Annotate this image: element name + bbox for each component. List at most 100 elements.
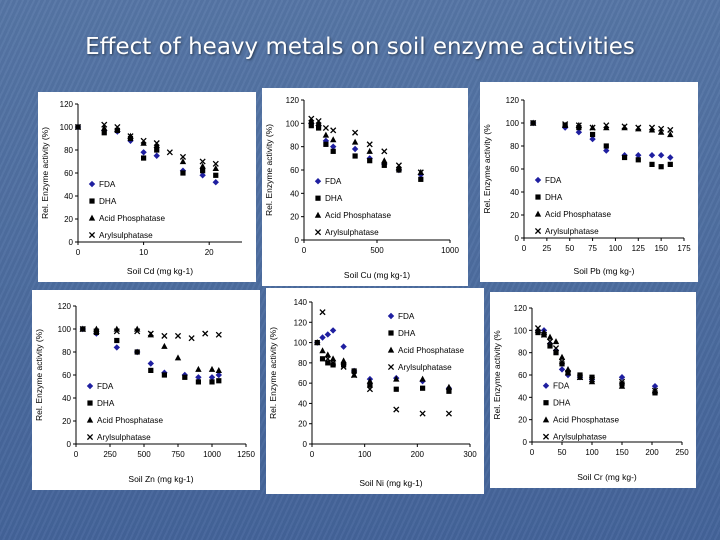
legend: FDA DHA Acid Phosphatase Arylsulphatase: [314, 177, 391, 237]
data-point: [212, 179, 219, 186]
data-point: [530, 119, 537, 127]
data-point: [314, 339, 321, 346]
y-tick-label: 80: [290, 143, 299, 152]
data-point: [667, 154, 674, 161]
y-tick-label: 60: [510, 165, 519, 174]
legend-marker-triangle: [88, 214, 96, 221]
data-point: [558, 366, 566, 373]
y-tick-label: 20: [290, 213, 299, 222]
legend-marker-x: [314, 229, 322, 236]
legend-marker-triangle: [534, 210, 542, 217]
y-tick-label: 0: [69, 238, 74, 247]
chart-panel-cd: 0 20 40 60 80 100 120 0 10 20 Soil Cd (mg kg-1) Rel…: [38, 92, 256, 282]
data-point: [589, 131, 596, 138]
y-tick-label: 40: [510, 188, 519, 197]
data-point: [215, 331, 222, 338]
y-tick-label: 120: [294, 318, 308, 327]
data-point: [540, 331, 548, 338]
data-point: [575, 122, 582, 129]
legend-marker-triangle: [86, 416, 94, 423]
data-point: [547, 343, 553, 349]
data-point: [657, 152, 665, 159]
series-fda: [529, 119, 674, 161]
legend: FDA DHA Acid Phosphatase Arylsulphatase: [88, 180, 165, 240]
data-point: [667, 161, 673, 167]
legend-marker-diamond: [86, 382, 94, 390]
legend: FDA DHA Acid Phosphatase Arylsulphatase: [534, 176, 611, 236]
data-point: [558, 353, 566, 360]
data-point: [141, 155, 147, 161]
data-point: [564, 369, 572, 376]
series-arylsulphatase: [308, 115, 424, 176]
data-point: [366, 377, 374, 384]
x-tick-label: 50: [558, 448, 567, 457]
x-tick-label: 175: [677, 244, 691, 253]
series-acid-phosphatase: [74, 123, 219, 171]
data-point: [113, 344, 120, 351]
y-tick-label: 80: [518, 349, 527, 358]
data-point: [174, 332, 182, 339]
x-tick-label: 1000: [203, 450, 221, 459]
data-point: [618, 382, 626, 389]
data-point: [589, 374, 595, 380]
legend-entry: DHA: [398, 329, 416, 338]
data-point: [166, 149, 173, 156]
data-point: [323, 141, 329, 147]
data-point: [417, 169, 424, 176]
data-point: [588, 376, 596, 383]
legend-marker-triangle: [542, 416, 550, 423]
data-point: [208, 365, 216, 372]
legend: FDA DHA Acid Phosphatase Arylsulphatase: [387, 312, 464, 372]
y-tick-label: 40: [518, 393, 527, 402]
x-tick-label: 250: [103, 450, 117, 459]
legend-marker-x: [534, 227, 542, 235]
y-tick-label: 100: [294, 339, 308, 348]
data-point: [330, 362, 336, 368]
x-tick-label: 200: [645, 448, 659, 457]
legend-marker-triangle: [314, 211, 322, 218]
legend-marker-square: [543, 400, 549, 406]
data-point: [319, 334, 326, 341]
chart-zn: 0 20 40 60 80 100 120 0 250 500 750 1000 1250 Soil Zn…: [34, 302, 255, 484]
data-point: [330, 359, 337, 366]
x-tick-label: 0: [310, 450, 315, 459]
y-tick-label: 120: [506, 96, 520, 105]
data-point: [635, 124, 642, 131]
legend-entry: FDA: [325, 177, 342, 186]
data-point: [329, 327, 337, 334]
data-point: [174, 354, 182, 361]
data-point: [308, 115, 315, 122]
legend-entry: FDA: [553, 382, 570, 391]
data-point: [212, 160, 219, 167]
data-point: [588, 378, 596, 385]
data-point: [420, 385, 426, 391]
data-point: [202, 330, 209, 337]
data-point: [215, 367, 222, 373]
data-point: [161, 342, 168, 349]
data-point: [445, 410, 452, 417]
data-point: [445, 383, 453, 390]
data-point: [319, 309, 326, 316]
data-point: [553, 350, 559, 356]
y-tick-label: 60: [62, 371, 71, 380]
data-point: [393, 386, 399, 392]
x-tick-label: 250: [675, 448, 689, 457]
data-point: [195, 374, 202, 381]
data-point: [215, 371, 222, 379]
y-tick-label: 0: [515, 234, 520, 243]
data-point: [367, 382, 373, 388]
data-point: [552, 345, 560, 352]
data-point: [113, 328, 120, 335]
legend-entry: Acid Phosphatase: [99, 214, 165, 223]
y-tick-label: 100: [506, 119, 520, 128]
data-point: [340, 363, 347, 370]
data-point: [93, 329, 99, 336]
legend-entry: Acid Phosphatase: [545, 210, 611, 219]
data-point: [153, 142, 160, 148]
data-point: [74, 123, 82, 131]
chart-ni: 0 20 40 60 80 100 120 140 0 100 200 300 Soil Ni (mg …: [268, 298, 477, 488]
y-tick-label: 120: [60, 100, 74, 109]
series-fda: [74, 123, 219, 186]
chart-panel-cr: 0 20 40 60 80 100 120 0 50 100 150 200 250 Soil Cr (m…: [490, 292, 696, 488]
legend-entry: DHA: [99, 197, 117, 206]
